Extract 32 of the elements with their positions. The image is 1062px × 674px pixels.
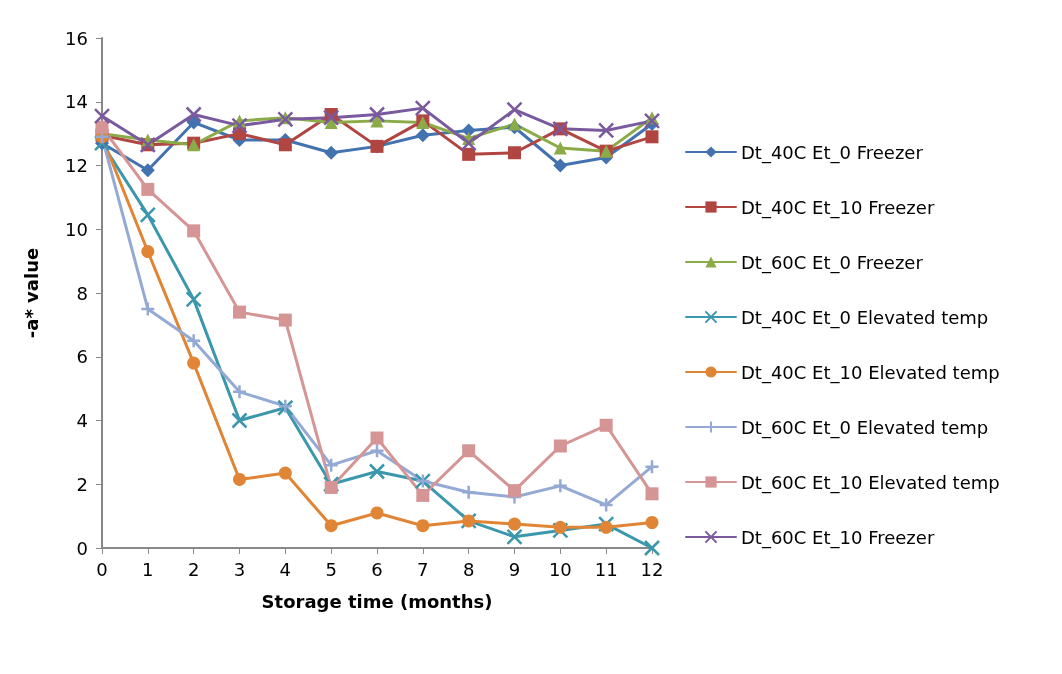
y-tick-label: 10 [65, 218, 88, 240]
y-tick-label: 12 [65, 155, 88, 176]
y-tick-label: 0 [76, 537, 88, 559]
x-tick-label: 9 [508, 558, 521, 580]
x-tick-label: 11 [594, 558, 618, 580]
legend-label: Dt_40C Et_0 Elevated temp [741, 306, 989, 329]
legend-label: Dt_60C Et_0 Elevated temp [741, 416, 989, 439]
legend-label: Dt_60C Et_10 Elevated temp [741, 471, 1000, 494]
legend-label: Dt_60C Et_10 Freezer [741, 526, 935, 549]
x-tick-label: 10 [548, 558, 572, 580]
x-tick-label: 5 [325, 558, 337, 580]
y-tick-label: 14 [65, 91, 88, 113]
x-tick-label: 6 [371, 558, 383, 580]
y-tick-label: 4 [76, 410, 88, 431]
legend-label: Dt_40C Et_10 Freezer [741, 196, 935, 219]
x-tick-label: 0 [96, 558, 108, 580]
legend-label: Dt_40C Et_0 Freezer [741, 141, 924, 164]
x-tick-label: 8 [462, 558, 475, 580]
x-tick-label: 2 [187, 558, 200, 580]
legend-label: Dt_40C Et_10 Elevated temp [741, 361, 1000, 384]
x-axis-title: Storage time (months) [261, 590, 493, 612]
y-axis-title: -a* value [20, 247, 42, 339]
legend-label: Dt_60C Et_0 Freezer [741, 251, 924, 274]
y-tick-label: 8 [76, 282, 88, 304]
y-tick-label: 2 [76, 473, 88, 495]
y-tick-label: 6 [76, 346, 88, 368]
y-tick-label: 16 [65, 27, 88, 49]
x-tick-label: 7 [417, 558, 429, 580]
x-tick-label: 4 [279, 558, 292, 580]
x-tick-label: 1 [142, 558, 154, 580]
x-tick-label: 12 [640, 558, 664, 580]
x-tick-label: 3 [233, 558, 246, 580]
